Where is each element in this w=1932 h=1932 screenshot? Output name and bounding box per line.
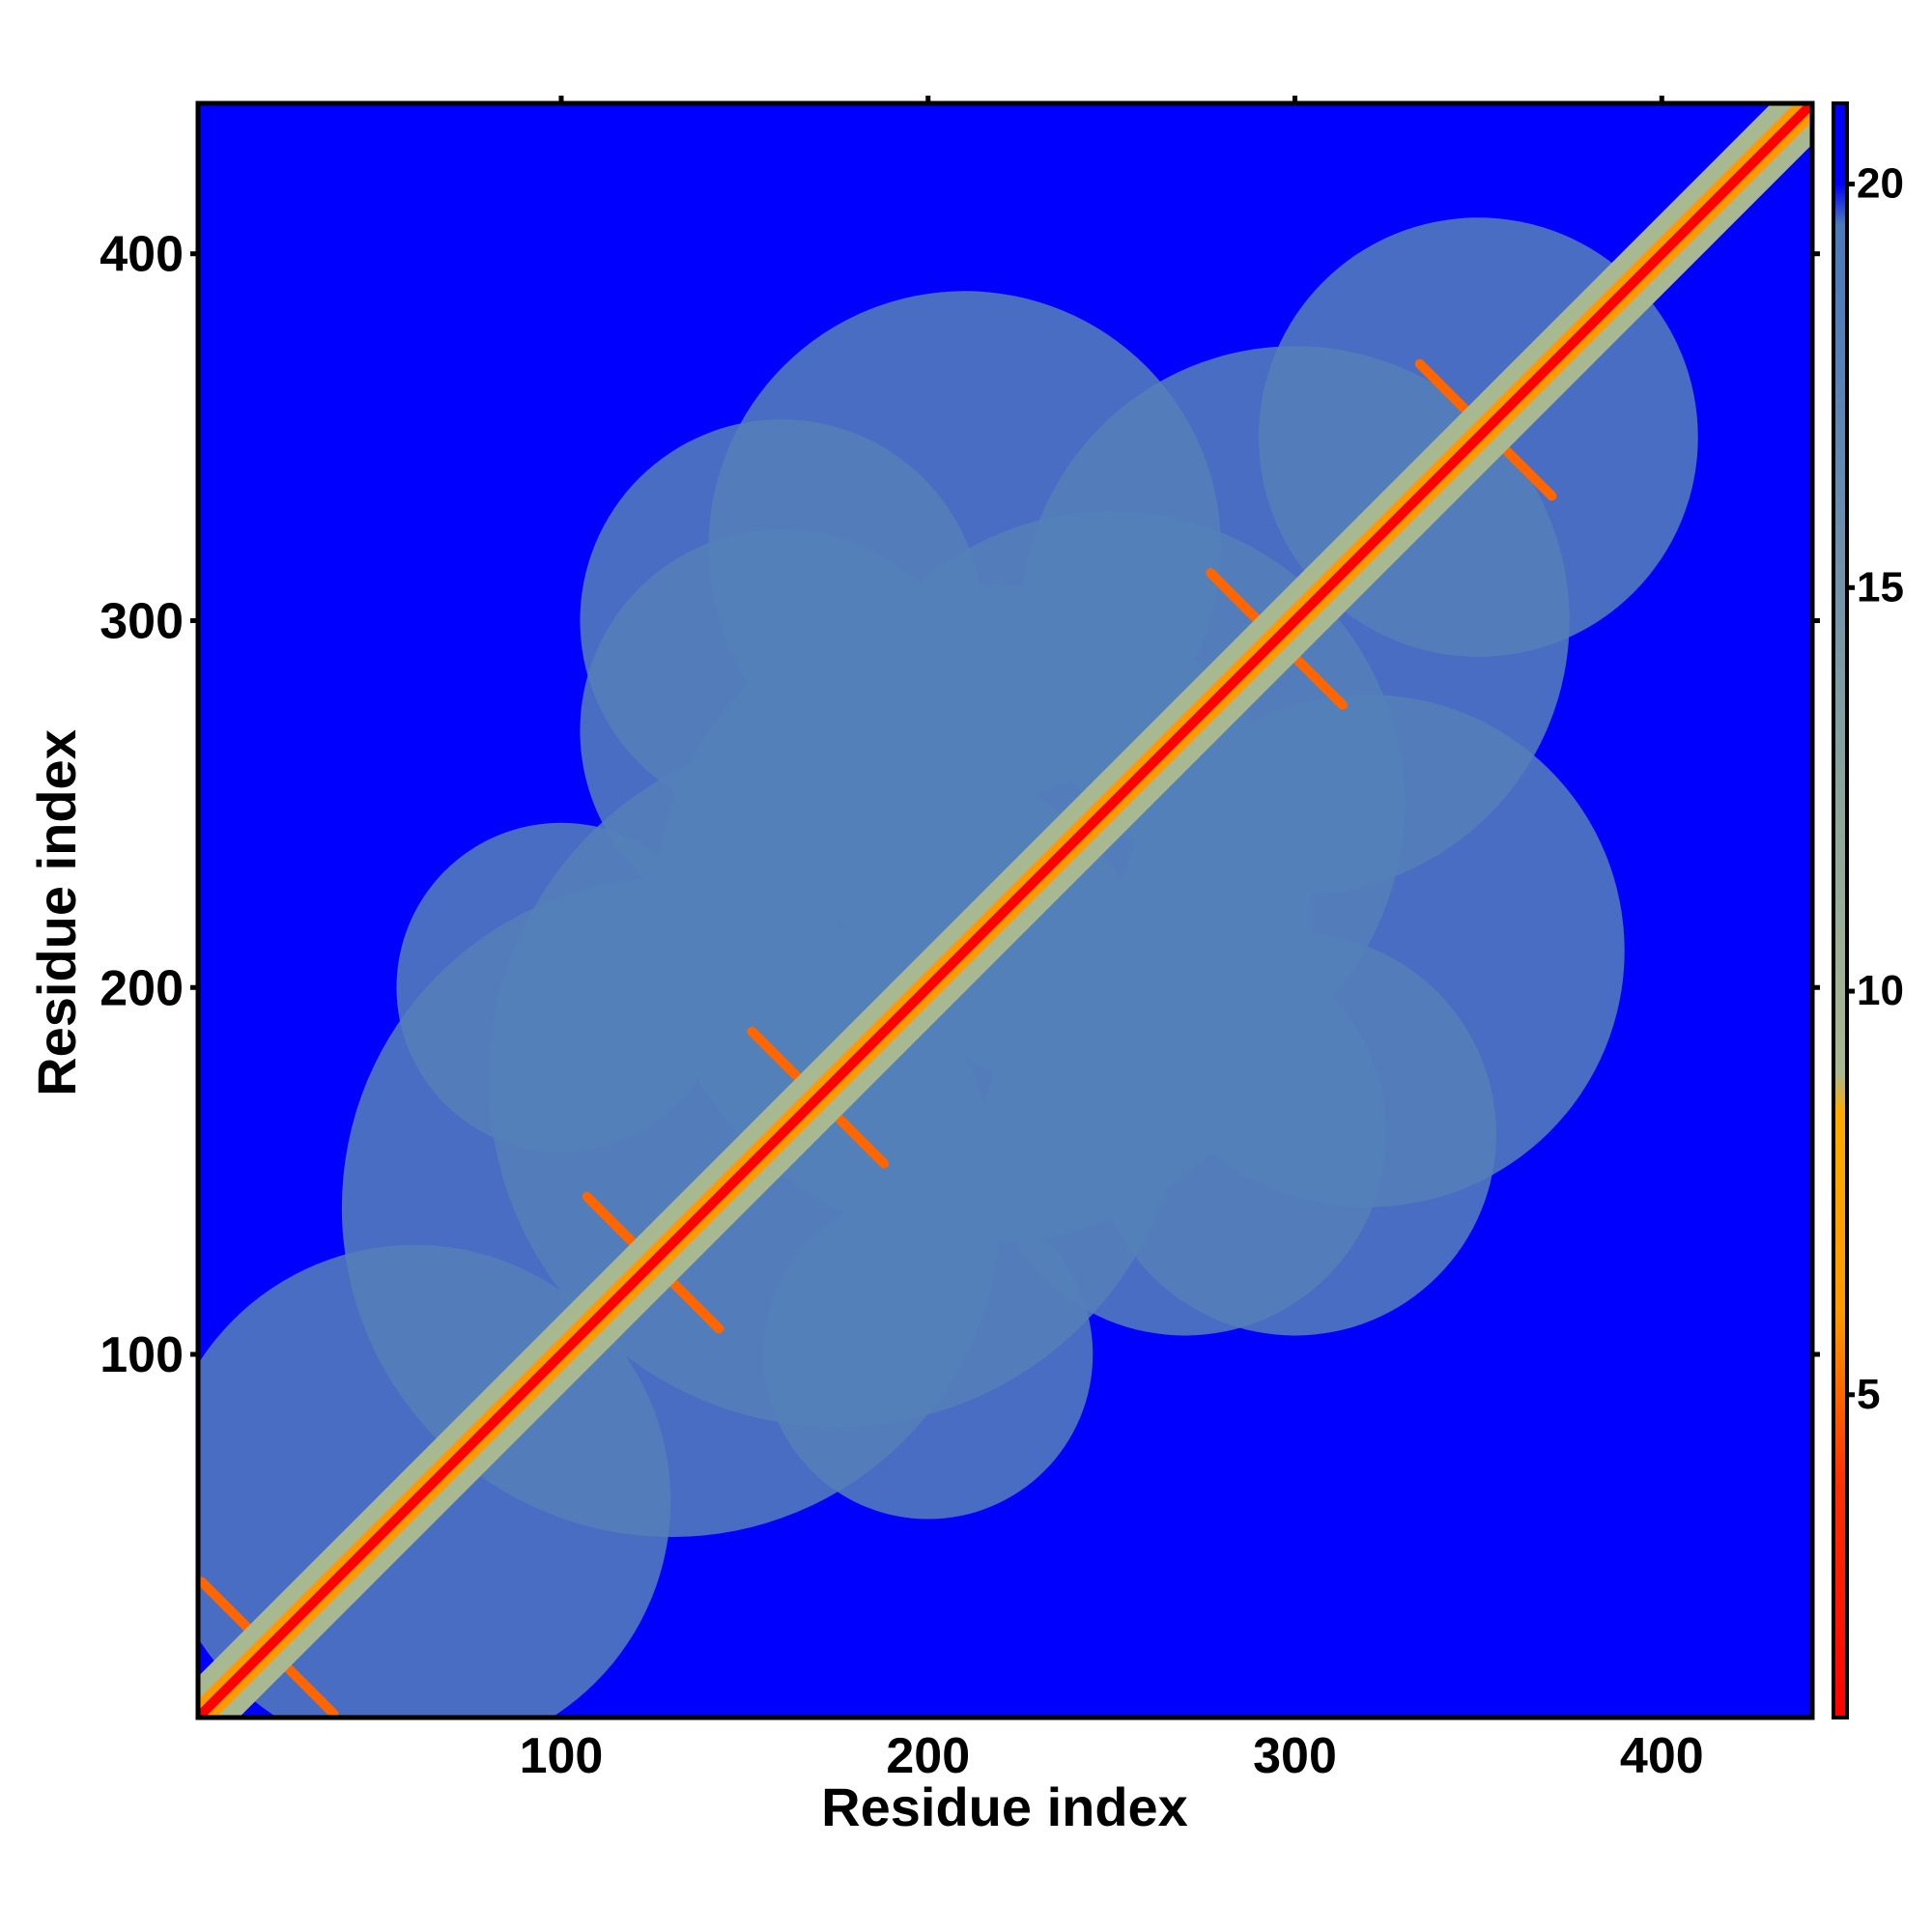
contact-cloud	[1094, 932, 1496, 1336]
diagonal-line	[198, 103, 1812, 1718]
x-axis-ticks: 100 200 300 400	[520, 96, 1704, 1784]
y-axis-ticks: 100 200 300 400	[99, 227, 1820, 1383]
contact-cloud	[580, 419, 983, 822]
plot-frame	[195, 100, 1815, 1720]
y-tick-label: 100	[99, 1327, 184, 1383]
x-tick-label: 100	[520, 1728, 604, 1784]
contact-cloud	[763, 1189, 1094, 1520]
y-axis-title: Residue index	[26, 729, 87, 1096]
heatmap-layer	[198, 103, 1812, 1718]
x-tick-label: 400	[1620, 1728, 1704, 1784]
y-tick-label: 400	[99, 227, 184, 283]
x-tick-label: 300	[1253, 1728, 1337, 1784]
y-tick-label: 200	[99, 960, 184, 1016]
x-axis-title: Residue index	[821, 1776, 1188, 1837]
diagonal-layer	[198, 103, 1812, 1718]
y-tick-label: 300	[99, 593, 184, 649]
x-tick-label: 200	[886, 1728, 970, 1784]
colorbar-ticks: 5 10 15 20	[1847, 160, 1904, 1418]
colorbar-tick-label: 5	[1857, 1371, 1880, 1418]
colorbar-tick-label: 20	[1857, 160, 1904, 208]
colorbar	[1832, 101, 1849, 1719]
contact-cloud	[396, 822, 726, 1152]
colorbar-tick-label: 10	[1857, 967, 1904, 1014]
colorbar-tick-label: 15	[1857, 563, 1904, 611]
